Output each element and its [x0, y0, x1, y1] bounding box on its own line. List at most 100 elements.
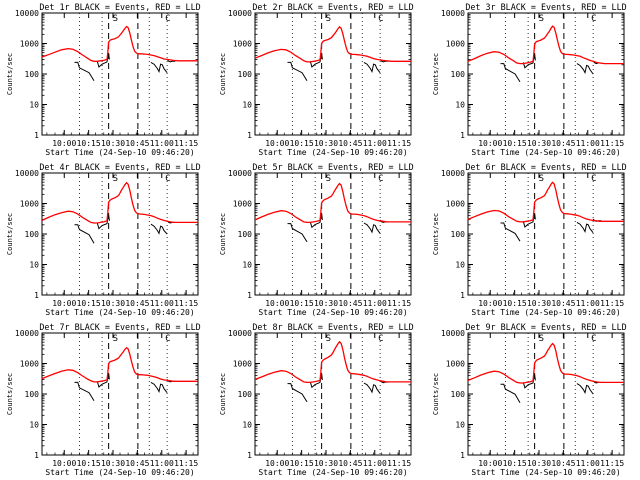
marker-label-c: C: [165, 334, 170, 344]
lld-series-line: [254, 340, 411, 384]
x-tick-label: 10:30: [314, 139, 338, 148]
y-tick-label: 100: [451, 230, 466, 239]
x-tick-label: 10:45: [551, 139, 575, 148]
x-tick-label: 10:00: [478, 299, 502, 308]
x-tick-label: 10:15: [290, 299, 314, 308]
x-tick-label: 10:30: [314, 459, 338, 468]
y-tick-label: 10000: [441, 169, 465, 178]
events-series-line: [96, 214, 110, 230]
lld-series-line: [254, 182, 411, 224]
plot-frame: [41, 332, 199, 456]
marker-label-s: S: [113, 14, 118, 24]
y-tick-label: 10: [29, 421, 39, 430]
y-tick-label: 10: [455, 101, 465, 110]
events-series-line: [287, 223, 308, 243]
y-tick-label: 10: [242, 101, 252, 110]
y-axis-title: Counts/sec: [219, 373, 227, 415]
y-tick-label: 1: [34, 291, 39, 300]
x-tick-label: 11:15: [387, 459, 411, 468]
events-series-line: [576, 221, 594, 234]
events-series-line: [309, 213, 323, 229]
x-tick-label: 11:00: [150, 299, 174, 308]
x-tick-label: 11:00: [363, 459, 387, 468]
marker-label-c: C: [591, 174, 596, 184]
x-tick-label: 11:00: [363, 299, 387, 308]
x-tick-label: 10:00: [52, 139, 76, 148]
lld-series-line: [41, 25, 198, 62]
x-tick-label: 11:15: [387, 299, 411, 308]
x-tick-label: 11:15: [174, 299, 198, 308]
events-series-line: [363, 222, 381, 234]
x-tick-label: 10:45: [125, 459, 149, 468]
events-series-line: [522, 213, 536, 228]
y-tick-label: 1: [460, 131, 465, 140]
x-axis-title: Start Time (24-Sep-10 09:46:20): [471, 308, 620, 317]
events-series-line: [500, 383, 521, 403]
events-series-line: [500, 63, 521, 83]
events-series-line: [96, 373, 110, 388]
x-axis-title: Start Time (24-Sep-10 09:46:20): [258, 148, 407, 157]
x-tick-label: 10:00: [478, 139, 502, 148]
events-series-line: [363, 382, 381, 394]
y-tick-label: 100: [238, 70, 253, 79]
x-axis-title: Start Time (24-Sep-10 09:46:20): [45, 148, 194, 157]
x-tick-label: 10:15: [77, 459, 101, 468]
x-tick-label: 10:45: [125, 299, 149, 308]
x-tick-label: 10:15: [503, 139, 527, 148]
x-tick-label: 11:15: [174, 139, 198, 148]
y-tick-label: 10000: [15, 169, 39, 178]
y-tick-label: 1: [247, 451, 252, 460]
y-tick-label: 1: [247, 131, 252, 140]
events-series-line: [287, 61, 308, 82]
detector-panel-7: Det 7r BLACK = Events, RED = LLD S C 1 10 100…: [6, 322, 201, 477]
lld-series-line: [467, 342, 624, 384]
plot-frame: [41, 172, 199, 296]
y-tick-label: 1: [34, 131, 39, 140]
y-tick-label: 10000: [441, 9, 465, 18]
x-tick-label: 10:15: [503, 459, 527, 468]
panel-title: Det 3r BLACK = Events, RED = LLD: [465, 2, 626, 12]
x-axis-title: Start Time (24-Sep-10 09:46:20): [258, 308, 407, 317]
y-tick-label: 10: [29, 101, 39, 110]
x-tick-label: 11:15: [174, 459, 198, 468]
lld-series-line: [467, 25, 624, 65]
detector-panel-9: Det 9r BLACK = Events, RED = LLD S C 1 10 100…: [432, 322, 627, 477]
events-series-line: [150, 381, 168, 394]
x-tick-label: 10:15: [77, 139, 101, 148]
detector-panel-1: Det 1r BLACK = Events, RED = LLD S C 1 10 100…: [6, 2, 201, 157]
events-series-line: [74, 224, 95, 244]
x-tick-label: 10:00: [265, 139, 289, 148]
plot-frame: [41, 12, 199, 136]
lld-series-line: [41, 181, 198, 224]
x-tick-label: 11:15: [600, 459, 624, 468]
y-tick-label: 10000: [441, 329, 465, 338]
x-tick-label: 10:45: [551, 299, 575, 308]
x-tick-label: 10:45: [125, 139, 149, 148]
events-series-line: [363, 61, 381, 74]
x-axis-title: Start Time (24-Sep-10 09:46:20): [45, 308, 194, 317]
y-tick-label: 1000: [233, 40, 252, 49]
marker-label-s: S: [113, 174, 118, 184]
events-series-line: [287, 383, 308, 403]
x-tick-label: 10:15: [503, 299, 527, 308]
y-tick-label: 1000: [20, 200, 39, 209]
y-tick-label: 1: [247, 291, 252, 300]
x-tick-label: 10:45: [338, 299, 362, 308]
marker-label-s: S: [539, 174, 544, 184]
x-tick-label: 10:15: [290, 459, 314, 468]
y-tick-label: 10: [242, 261, 252, 270]
detector-panel-3: Det 3r BLACK = Events, RED = LLD S C 1 10 100…: [432, 2, 627, 157]
x-tick-label: 10:45: [338, 139, 362, 148]
lld-series-line: [254, 26, 411, 63]
x-axis-title: Start Time (24-Sep-10 09:46:20): [471, 468, 620, 477]
y-tick-label: 1000: [20, 40, 39, 49]
y-tick-label: 1000: [446, 360, 465, 369]
events-series-line: [74, 381, 95, 402]
marker-label-c: C: [591, 14, 596, 24]
marker-label-s: S: [326, 14, 331, 24]
y-tick-label: 1: [460, 451, 465, 460]
x-tick-label: 11:00: [150, 459, 174, 468]
y-tick-label: 100: [451, 70, 466, 79]
plot-frame: [254, 12, 412, 136]
x-tick-label: 11:00: [576, 139, 600, 148]
